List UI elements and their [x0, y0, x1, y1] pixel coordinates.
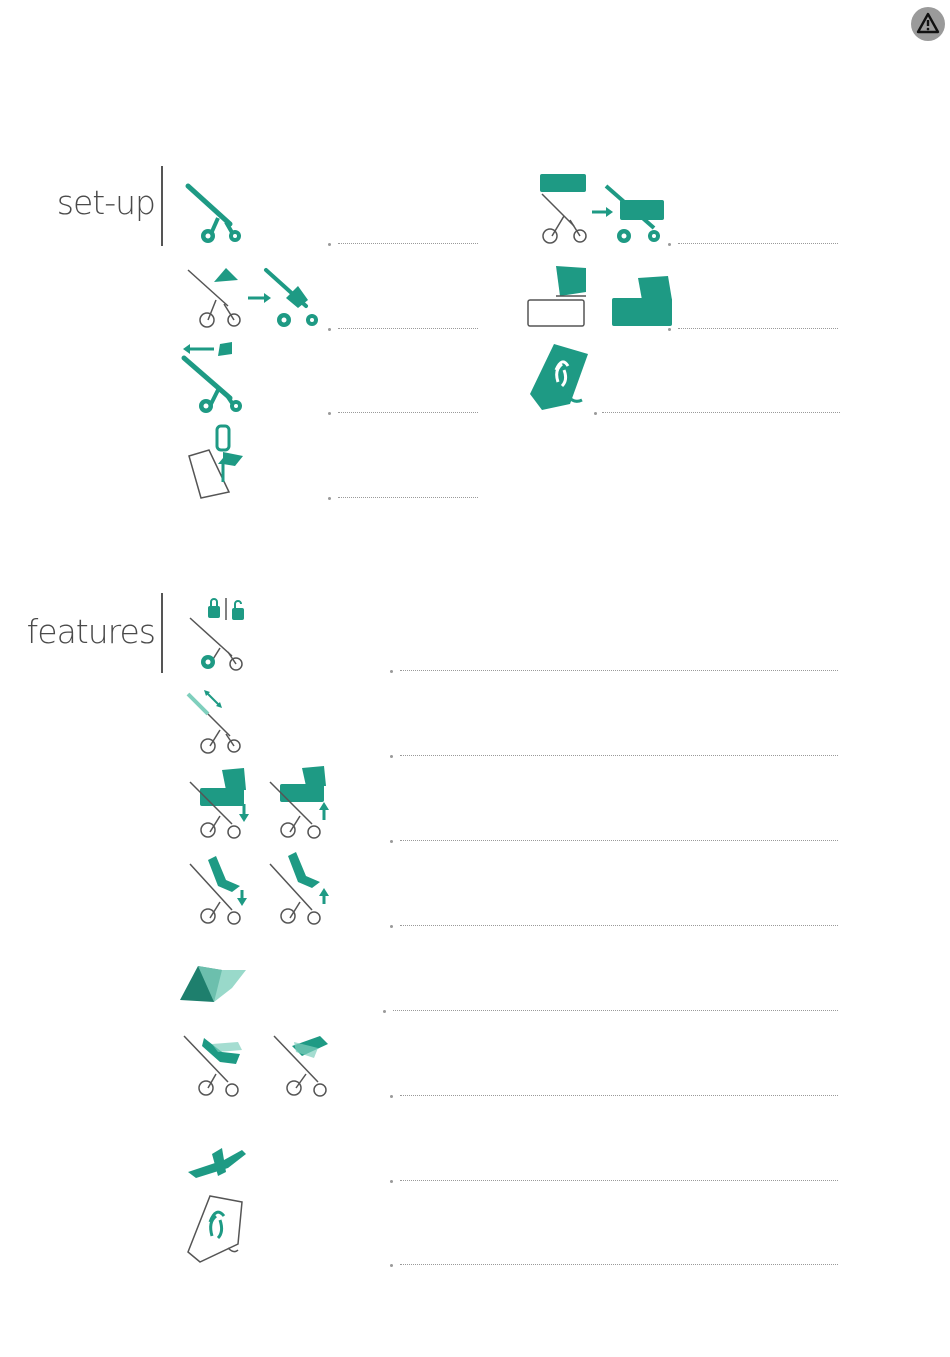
- section-divider: [161, 593, 163, 673]
- stroller-frame-illustration: [185, 183, 241, 243]
- section-divider: [161, 166, 163, 246]
- seat-height-illustration: [189, 852, 329, 925]
- dot-leader-start: [390, 1264, 393, 1267]
- dot-leader-start: [390, 1095, 393, 1098]
- dot-leader-start: [328, 412, 331, 415]
- seat-attach-illustration: [187, 268, 318, 328]
- dot-leader: [338, 243, 478, 244]
- dot-leader: [338, 412, 478, 413]
- seat-liner-illustration: [187, 1195, 243, 1263]
- dot-leader-start: [390, 840, 393, 843]
- brake-lock-illustration: [189, 598, 244, 671]
- dot-leader-start: [328, 497, 331, 500]
- dot-leader-start: [383, 1010, 386, 1013]
- dot-leader: [602, 412, 840, 413]
- carrycot-hood-illustration: [527, 266, 672, 327]
- seat-liner-illustration: [530, 344, 588, 410]
- carrycot-attach-illustration: [540, 174, 664, 244]
- setup-section-title: set-up: [56, 183, 156, 222]
- bumper-bar-illustration: [181, 342, 242, 413]
- dot-leader: [400, 925, 838, 926]
- dot-leader: [393, 1010, 838, 1011]
- harness-insert-illustration: [188, 424, 243, 499]
- dot-leader: [338, 497, 478, 498]
- dot-leader: [400, 1095, 838, 1096]
- dot-leader-start: [390, 925, 393, 928]
- canopy-extend-illustration: [180, 966, 246, 1002]
- dot-leader-start: [390, 755, 393, 758]
- dot-leader: [338, 328, 478, 329]
- dot-leader: [678, 243, 838, 244]
- dot-leader: [400, 840, 838, 841]
- dot-leader: [400, 1180, 838, 1181]
- dot-leader-start: [390, 670, 393, 673]
- dot-leader-start: [668, 243, 671, 246]
- bumper-bar-illustration: [188, 1148, 246, 1178]
- dot-leader-start: [668, 328, 671, 331]
- warning-triangle-icon: [911, 7, 945, 41]
- dot-leader: [400, 755, 838, 756]
- dot-leader: [678, 328, 838, 329]
- carrycot-height-illustration: [189, 766, 329, 839]
- dot-leader-start: [594, 412, 597, 415]
- seat-recline-illustration: [183, 1035, 328, 1097]
- dot-leader: [400, 1264, 838, 1265]
- dot-leader-start: [390, 1180, 393, 1183]
- handle-adjust-illustration: [186, 690, 241, 754]
- features-section-title: features: [26, 612, 156, 651]
- dot-leader: [400, 670, 838, 671]
- dot-leader-start: [328, 328, 331, 331]
- dot-leader-start: [328, 243, 331, 246]
